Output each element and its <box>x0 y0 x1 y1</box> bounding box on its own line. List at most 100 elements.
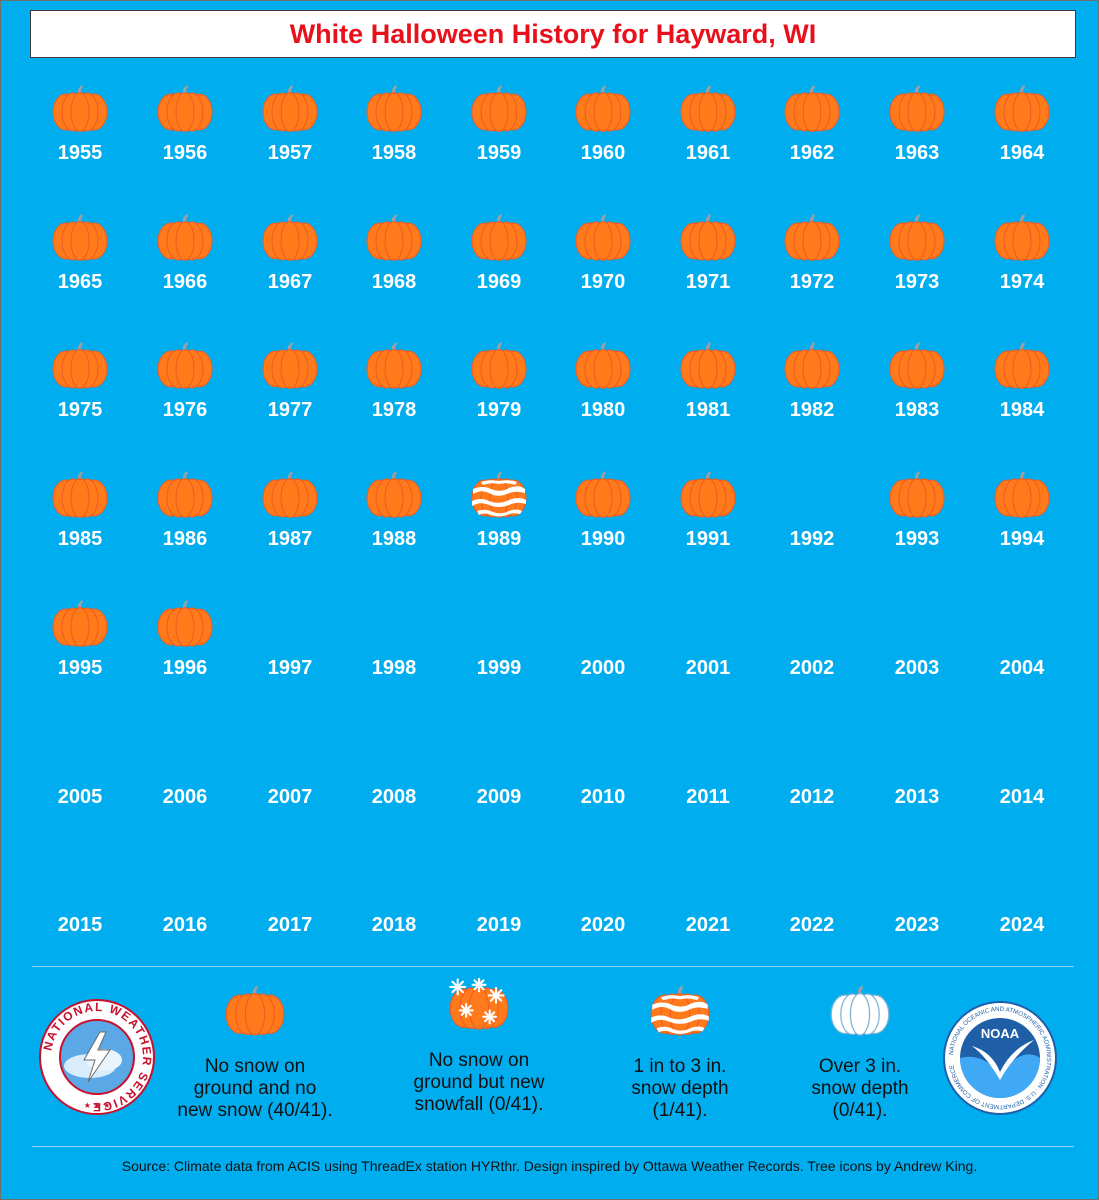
year-cell: 1994 <box>969 470 1075 580</box>
year-cell: 1993 <box>864 470 970 580</box>
year-cell: 1979 <box>446 341 552 451</box>
year-label: 2016 <box>162 914 208 936</box>
year-cell: 2017 <box>237 856 343 966</box>
year-cell: 1998 <box>341 599 447 709</box>
legend-text-line: snowfall (0/41). <box>414 1094 544 1115</box>
year-cell: 2009 <box>446 728 552 838</box>
year-label: 1958 <box>371 142 417 164</box>
year-label: 1985 <box>57 528 103 550</box>
year-cell: 2001 <box>655 599 761 709</box>
year-cell: 1988 <box>341 470 447 580</box>
legend-no-snow: No snow on ground and no new snow (40/41). <box>150 984 360 1122</box>
pumpkin-no-snow-icon <box>155 470 215 518</box>
year-label: 2014 <box>999 786 1045 808</box>
year-cell: 2008 <box>341 728 447 838</box>
pumpkin-no-snow-icon <box>50 470 110 518</box>
year-label: 1980 <box>580 399 626 421</box>
pumpkin-no-snow-icon <box>260 470 320 518</box>
year-cell: 1986 <box>132 470 238 580</box>
year-label: 1963 <box>894 142 940 164</box>
year-label: 2022 <box>789 914 835 936</box>
pumpkin-no-snow-icon <box>992 341 1052 389</box>
year-label: 2020 <box>580 914 626 936</box>
legend-new-snowfall: No snow on ground but new snowfall (0/41). <box>374 977 584 1116</box>
year-label: 1972 <box>789 271 835 293</box>
year-cell: 1984 <box>969 341 1075 451</box>
pumpkin-no-snow-icon <box>678 470 738 518</box>
year-cell: 1968 <box>341 213 447 323</box>
pumpkin-no-snow-icon <box>887 84 947 132</box>
legend-text-line: (0/41). <box>832 1100 888 1121</box>
year-label: 1964 <box>999 142 1045 164</box>
year-cell: 2003 <box>864 599 970 709</box>
year-cell: 2022 <box>759 856 865 966</box>
pumpkin-no-snow-icon <box>469 84 529 132</box>
year-cell: 2021 <box>655 856 761 966</box>
year-cell: 1982 <box>759 341 865 451</box>
pumpkin-no-snow-icon <box>364 213 424 261</box>
source-note: Source: Climate data from ACIS using Thr… <box>121 1158 978 1174</box>
year-cell: 1969 <box>446 213 552 323</box>
year-cell: 1970 <box>550 213 656 323</box>
year-label: 1981 <box>685 399 731 421</box>
year-cell: 1978 <box>341 341 447 451</box>
pumpkin-no-snow-icon <box>155 341 215 389</box>
year-cell: 2000 <box>550 599 656 709</box>
year-label: 1960 <box>580 142 626 164</box>
pumpkin-no-snow-icon <box>50 599 110 647</box>
legend-text-line: Over 3 in. <box>818 1056 902 1077</box>
pumpkin-no-snow-icon <box>364 84 424 132</box>
legend-text-line: snow depth <box>811 1078 909 1099</box>
page-title: White Halloween History for Hayward, WI <box>289 18 817 49</box>
year-cell: 1961 <box>655 84 761 194</box>
year-label: 1999 <box>476 657 522 679</box>
year-cell: 1981 <box>655 341 761 451</box>
year-label: 2012 <box>789 786 835 808</box>
pumpkin-no-snow-icon <box>573 84 633 132</box>
year-label: 1961 <box>685 142 731 164</box>
year-label: 1970 <box>580 271 626 293</box>
year-cell: 2019 <box>446 856 552 966</box>
year-cell: 1957 <box>237 84 343 194</box>
year-cell: 2013 <box>864 728 970 838</box>
pumpkin-no-snow-icon <box>155 84 215 132</box>
pumpkin-no-snow-icon <box>50 341 110 389</box>
year-label: 1988 <box>371 528 417 550</box>
year-label: 2004 <box>999 657 1045 679</box>
svg-text:★ ★ ★: ★ ★ ★ <box>84 1101 111 1110</box>
year-cell: 2020 <box>550 856 656 966</box>
pumpkin-no-snow-icon <box>260 341 320 389</box>
year-label: 2010 <box>580 786 626 808</box>
pumpkin-no-snow-icon <box>573 341 633 389</box>
year-cell: 2012 <box>759 728 865 838</box>
pumpkin-no-snow-icon <box>678 213 738 261</box>
year-label: 2018 <box>371 914 417 936</box>
year-cell: 1971 <box>655 213 761 323</box>
year-cell: 2024 <box>969 856 1075 966</box>
year-label: 1991 <box>685 528 731 550</box>
year-label: 2024 <box>999 914 1045 936</box>
legend-text-line: No snow on <box>204 1056 306 1077</box>
pumpkin-no-snow-icon <box>573 470 633 518</box>
year-cell: 1991 <box>655 470 761 580</box>
year-cell: 2004 <box>969 599 1075 709</box>
year-label: 2021 <box>685 914 731 936</box>
year-label: 2000 <box>580 657 626 679</box>
year-label: 1971 <box>685 271 731 293</box>
legend-text-line: (1/41). <box>652 1100 708 1121</box>
year-label: 1989 <box>476 528 522 550</box>
pumpkin-no-snow-icon <box>887 213 947 261</box>
pumpkin-no-snow-icon <box>992 213 1052 261</box>
year-label: 2023 <box>894 914 940 936</box>
year-cell: 2016 <box>132 856 238 966</box>
year-cell: 1999 <box>446 599 552 709</box>
year-label: 1990 <box>580 528 626 550</box>
year-cell: 1980 <box>550 341 656 451</box>
year-cell: 1956 <box>132 84 238 194</box>
year-cell: 1995 <box>27 599 133 709</box>
year-label: 1992 <box>789 528 835 550</box>
pumpkin-new-snowfall-icon <box>447 977 511 1030</box>
svg-text:NOAA: NOAA <box>981 1026 1020 1041</box>
year-label: 1955 <box>57 142 103 164</box>
year-label: 1977 <box>267 399 313 421</box>
